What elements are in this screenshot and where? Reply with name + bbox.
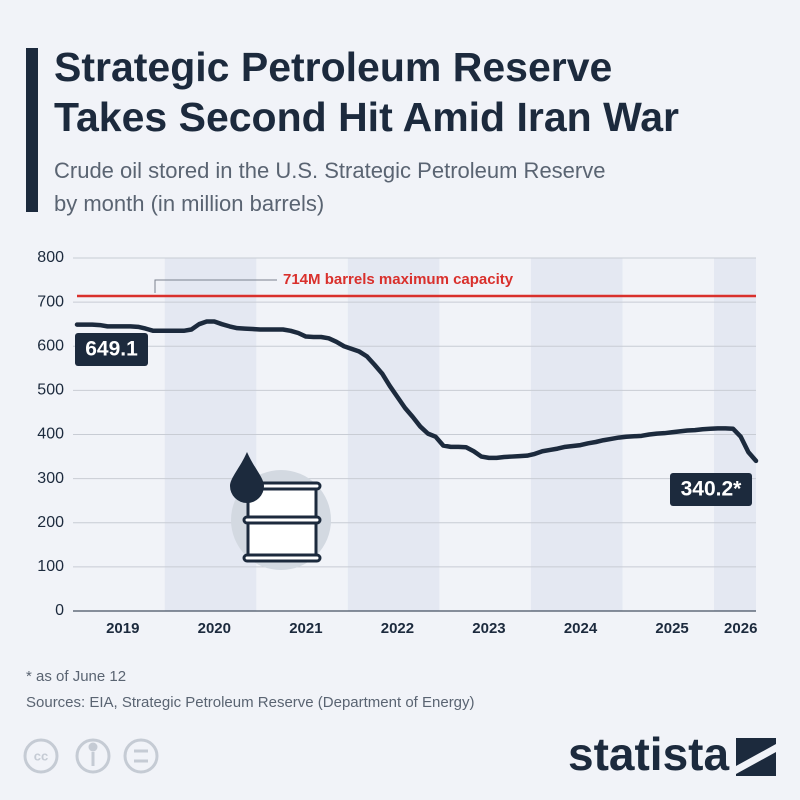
x-tick-label: 2024 [564,620,598,637]
value-label: 649.1 [85,338,138,361]
value-label-box [75,333,148,366]
x-tick-label: 2022 [381,620,414,637]
x-tick-label: 2025 [655,620,688,637]
source: Sources: EIA, Strategic Petroleum Reserv… [26,694,475,711]
x-tick-label: 2019 [106,620,139,637]
barrel-icon [230,452,331,570]
reference-label: 714M barrels maximum capacity [283,271,514,288]
x-tick-label: 2023 [472,620,505,637]
x-tick-label: 2021 [289,620,322,637]
y-tick-label: 200 [37,514,64,531]
barrel-hoop [242,515,322,525]
x-tick-label: 2026 [724,620,757,637]
brand-mark [736,738,776,776]
chart-title: Takes Second Hit Amid Iran War [54,94,679,140]
y-tick-label: 100 [37,558,64,575]
title-accent [26,48,38,212]
data-line [74,319,759,464]
layer: 0 100 200 300 400 500 600 700 800 2019 2020 2021 202… [37,249,759,637]
chart-subtitle: by month (in million barrels) [54,191,324,216]
chart-subtitle: Crude oil stored in the U.S. Strategic P… [54,158,605,183]
y-tick-label: 800 [37,249,64,266]
oil-drop [230,452,264,503]
y-tick-label: 700 [37,293,64,310]
y-tick-label: 500 [37,382,64,399]
y-tick-label: 300 [37,470,64,487]
footnote: * as of June 12 [26,668,126,685]
value-label-box [670,473,752,506]
x-tick-label: 2020 [198,620,231,637]
brand: statista [568,728,729,780]
chart-title: Strategic Petroleum Reserve [54,44,612,90]
annotation-connector [154,279,277,293]
value-label: 340.2* [681,478,743,501]
barrel-hoop [242,553,322,563]
y-tick-label: 600 [37,337,64,354]
license-icons [23,738,159,774]
cc-label: cc [34,748,48,763]
y-tick-label: 400 [37,426,64,443]
y-tick-label: 0 [55,602,64,619]
